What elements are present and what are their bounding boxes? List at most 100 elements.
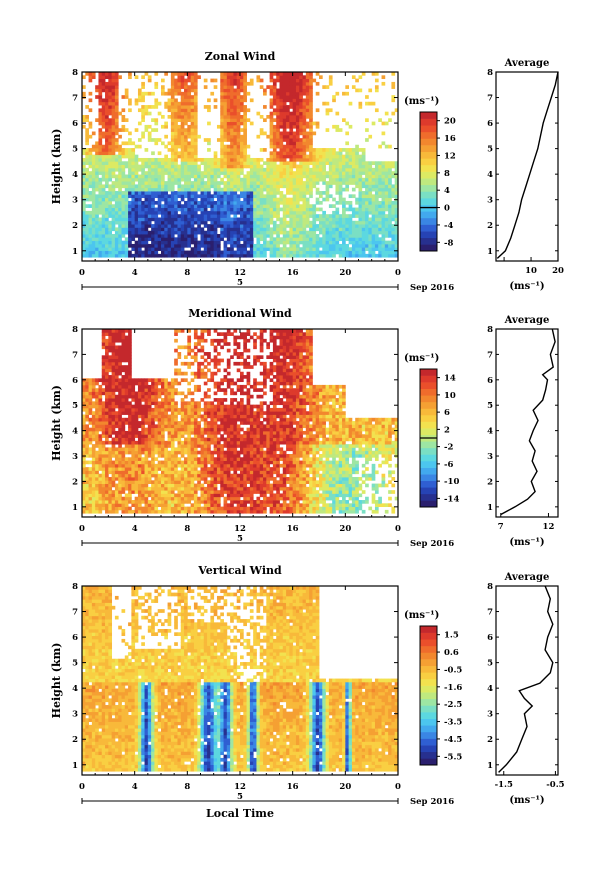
heatmap-cell [124,345,129,350]
heatmap-cell [269,124,274,129]
heatmap-cell [91,447,96,452]
heatmap-cell [223,184,228,189]
heatmap-cell [151,384,155,389]
heatmap-cell [368,200,373,205]
heatmap-cell [134,98,139,103]
heatmap-cell [128,250,132,255]
heatmap-cell [101,118,106,122]
heatmap-cell [358,187,363,192]
heatmap-cell [269,234,274,238]
heatmap-cell [154,434,159,438]
heatmap-cell [111,335,116,340]
heatmap-cell [292,151,297,156]
heatmap-cell [118,371,122,376]
heatmap-cell [161,141,165,146]
heatmap-cell [137,509,142,514]
heatmap-cell [279,131,284,136]
heatmap-cell [154,217,159,222]
heatmap-cell [118,480,122,484]
heatmap-cell [269,157,274,162]
heatmap-cell [174,171,178,175]
heatmap-cell [128,161,132,165]
heatmap-cell [374,194,379,199]
heatmap-cell [282,181,287,185]
heatmap-cell [164,154,168,159]
heatmap-cell [184,134,188,139]
heatmap-cell [151,381,155,386]
heatmap-cell [210,181,215,185]
heatmap-cell [121,108,126,113]
heatmap-cell [114,453,119,458]
average-x-tick-label: 10 [525,266,537,276]
heatmap-cell [177,220,182,225]
heatmap-cell [141,230,145,235]
heatmap-cell [200,243,205,248]
heatmap-cell [161,187,165,192]
heatmap-cell [246,161,251,165]
heatmap-cell [118,388,122,392]
heatmap-cell [82,480,86,484]
heatmap-cell [276,207,280,212]
heatmap-cell [114,200,119,205]
heatmap-cell [82,424,86,429]
heatmap-cell [91,480,96,484]
heatmap-cell [325,161,330,165]
heatmap-cell [193,200,198,205]
heatmap-cell [207,250,211,255]
heatmap-cell [98,81,103,86]
heatmap-cell [121,411,126,415]
heatmap-cell [279,98,284,103]
heatmap-cell [223,144,228,149]
heatmap-cell [368,207,373,212]
heatmap-cell [95,470,99,475]
heatmap-cell [98,391,103,396]
heatmap-cell [91,148,96,152]
heatmap-cell [279,174,284,179]
heatmap-cell [384,174,389,179]
heatmap-cell [243,72,247,76]
heatmap-cell [361,197,366,202]
heatmap-cell [141,470,145,475]
heatmap-cell [114,210,119,215]
heatmap-cell [345,230,350,235]
heatmap-cell [319,194,323,199]
heatmap-cell [111,460,116,465]
heatmap-cell [233,72,238,76]
heatmap-cell [91,75,96,80]
heatmap-cell [203,187,208,192]
heatmap-cell [269,167,274,172]
heatmap-cell [108,151,113,156]
heatmap-cell [309,240,313,245]
heatmap-cell [289,224,294,228]
heatmap-cell [108,207,113,212]
heatmap-cell [190,95,195,99]
heatmap-cell [88,470,93,475]
heatmap-cell [216,200,221,205]
heatmap-cell [233,217,238,222]
heatmap-cell [108,167,113,172]
heatmap-cell [157,204,162,208]
heatmap-cell [358,88,363,93]
heatmap-cell [279,111,284,116]
heatmap-cell [147,490,152,494]
heatmap-cell [371,181,376,185]
heatmap-cell [345,220,350,225]
heatmap-cell [101,197,106,202]
heatmap-cell [381,161,386,165]
heatmap-cell [128,148,132,152]
heatmap-cell [328,217,333,222]
heatmap-cell [236,121,241,126]
heatmap-cell [309,210,313,215]
heatmap-cell [226,200,231,205]
heatmap-cell [312,161,317,165]
heatmap-cell [177,237,182,242]
heatmap-cell [131,460,136,465]
heatmap-cell [118,483,122,488]
heatmap-cell [368,167,373,172]
heatmap-cell [131,414,136,419]
heatmap-cell [184,191,188,195]
heatmap-cell [230,181,234,185]
heatmap-cell [193,128,198,132]
heatmap-cell [302,148,307,152]
